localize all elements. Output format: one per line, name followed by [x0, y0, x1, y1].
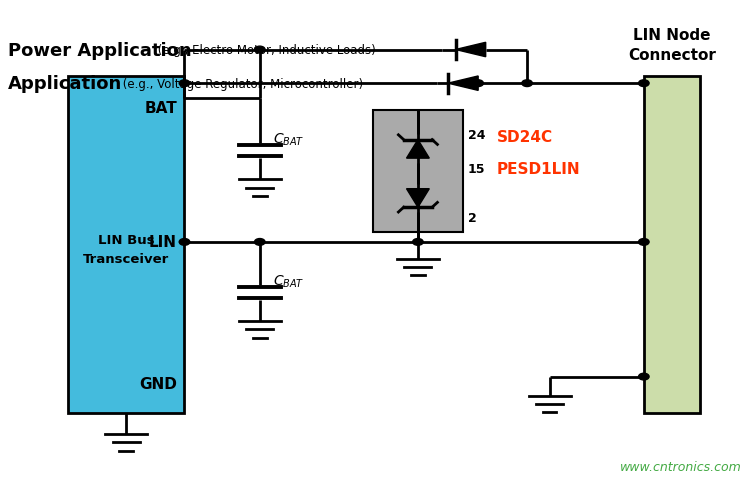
Circle shape: [522, 81, 532, 87]
Polygon shape: [456, 43, 486, 58]
Circle shape: [473, 81, 483, 87]
Bar: [373, 110, 463, 233]
Text: BAT: BAT: [145, 100, 177, 116]
Text: 24: 24: [468, 129, 485, 142]
Circle shape: [639, 373, 649, 380]
Bar: [68, 77, 184, 413]
Polygon shape: [407, 140, 429, 159]
Text: PESD1LIN: PESD1LIN: [497, 161, 581, 176]
Polygon shape: [407, 189, 429, 208]
Circle shape: [639, 239, 649, 246]
Text: LIN Node
Connector: LIN Node Connector: [628, 28, 716, 63]
Circle shape: [639, 81, 649, 87]
Text: www.cntronics.com: www.cntronics.com: [620, 460, 742, 473]
Polygon shape: [448, 77, 478, 91]
Circle shape: [179, 81, 190, 87]
Text: (e.g., Electro Motor, Inductive Loads): (e.g., Electro Motor, Inductive Loads): [154, 44, 376, 57]
Text: Application: Application: [8, 75, 122, 93]
Bar: [644, 77, 700, 413]
Circle shape: [179, 239, 190, 246]
Circle shape: [255, 239, 265, 246]
Text: 2: 2: [468, 211, 477, 224]
Text: LIN Bus
Transceiver: LIN Bus Transceiver: [83, 234, 169, 265]
Text: LIN: LIN: [149, 235, 177, 250]
Text: 15: 15: [468, 163, 485, 176]
Circle shape: [255, 47, 265, 54]
Text: SD24C: SD24C: [497, 130, 553, 145]
Text: GND: GND: [139, 376, 177, 392]
Text: Power Application: Power Application: [8, 41, 191, 60]
Text: $C_{BAT}$: $C_{BAT}$: [273, 273, 305, 289]
Text: (e.g., Voltage Regulator, Microcontroller): (e.g., Voltage Regulator, Microcontrolle…: [119, 77, 363, 91]
Text: $C_{BAT}$: $C_{BAT}$: [273, 131, 305, 147]
Circle shape: [413, 239, 423, 246]
